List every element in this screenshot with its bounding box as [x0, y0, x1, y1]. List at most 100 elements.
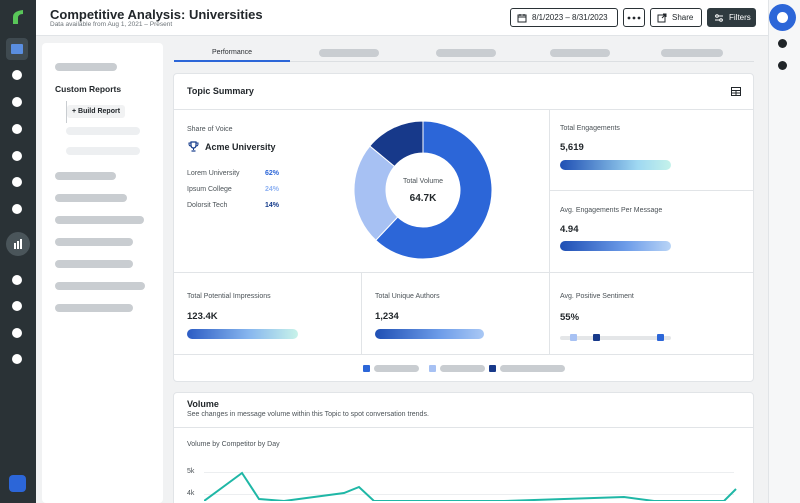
rail-dot[interactable] [778, 39, 787, 48]
gridline [204, 494, 734, 495]
sidebar-placeholder[interactable] [66, 147, 140, 155]
page-header: Competitive Analysis: Universities Data … [36, 0, 768, 36]
authors-bar [375, 329, 484, 339]
impressions-bar [187, 329, 298, 339]
nav-item[interactable] [12, 275, 22, 285]
nav-item[interactable] [12, 97, 22, 107]
tab-bar: Performance [174, 44, 754, 62]
left-nav-rail [0, 0, 36, 503]
volume-line-chart [204, 471, 737, 501]
sentiment-label: Avg. Positive Sentiment [560, 293, 634, 300]
divider [174, 354, 753, 355]
sidebar-placeholder[interactable] [55, 216, 144, 224]
more-icon [627, 16, 641, 19]
nav-item[interactable] [12, 177, 22, 187]
total-engagements-label: Total Engagements [560, 125, 620, 132]
sentiment-marker [657, 334, 664, 341]
tab-placeholder[interactable] [550, 49, 610, 57]
status-ring-icon[interactable] [769, 4, 796, 31]
sidebar-placeholder[interactable] [55, 260, 133, 268]
sentiment-value: 55% [560, 312, 580, 323]
rail-dot[interactable] [778, 61, 787, 70]
nav-item[interactable] [12, 151, 22, 161]
sidebar-placeholder[interactable] [55, 282, 145, 290]
volume-series-line [204, 471, 737, 501]
table-icon[interactable] [731, 87, 741, 96]
topic-summary-card: Topic Summary Share of Voice Acme Univer… [173, 73, 754, 382]
volume-chart-title: Volume by Competitor by Day [187, 441, 280, 448]
leader-name: Acme University [205, 142, 276, 152]
tab-placeholder[interactable] [319, 49, 379, 57]
legend-label [374, 365, 419, 372]
impressions-value: 123.4K [187, 311, 218, 322]
custom-reports-heading: Custom Reports [55, 84, 122, 94]
legend-label [440, 365, 485, 372]
legend-swatch [363, 365, 370, 372]
divider [549, 190, 753, 191]
nav-item[interactable] [12, 328, 22, 338]
legend-swatch [489, 365, 496, 372]
tab-placeholder[interactable] [436, 49, 496, 57]
share-button[interactable]: Share [650, 8, 702, 27]
filters-icon [715, 13, 723, 22]
divider [549, 109, 550, 354]
nav-item[interactable] [12, 124, 22, 134]
nav-bar-chart-icon[interactable] [6, 232, 30, 256]
competitor-pct: 62% [265, 170, 280, 177]
build-report-button[interactable]: + Build Report [67, 105, 126, 118]
share-of-voice-label: Share of Voice [187, 126, 233, 133]
nav-item[interactable] [12, 301, 22, 311]
donut-center-value: 64.7K [409, 193, 437, 204]
gridline [204, 472, 734, 473]
tree-connector [66, 101, 67, 123]
nav-item[interactable] [12, 204, 22, 214]
divider [174, 109, 753, 110]
page-subtitle: Data available from Aug 1, 2021 – Presen… [50, 21, 173, 28]
total-engagements-value: 5,619 [560, 142, 584, 153]
divider [174, 272, 753, 273]
more-button[interactable] [623, 8, 645, 27]
competitor-name: Ipsum College [187, 186, 232, 193]
nav-folder-icon[interactable] [6, 38, 28, 60]
volume-card: Volume See changes in message volume wit… [173, 392, 754, 503]
sidebar-placeholder[interactable] [55, 63, 117, 71]
sidebar-placeholder[interactable] [55, 194, 127, 202]
divider [361, 272, 362, 354]
page-title: Competitive Analysis: Universities [50, 7, 263, 22]
filters-label: Filters [729, 13, 751, 22]
donut-slice[interactable] [375, 121, 492, 259]
date-range-button[interactable]: 8/1/2023 – 8/31/2023 [510, 8, 618, 27]
tab-performance[interactable]: Performance [174, 44, 290, 62]
unique-authors-value: 1,234 [375, 311, 399, 322]
sentiment-track [560, 336, 671, 340]
donut-center-label: Total Volume [402, 178, 444, 185]
filters-button[interactable]: Filters [707, 8, 756, 27]
compose-button[interactable] [9, 475, 26, 492]
sidebar-placeholder[interactable] [55, 172, 116, 180]
right-rail [768, 0, 800, 503]
sidebar-placeholder[interactable] [55, 304, 133, 312]
legend-label [500, 365, 565, 372]
competitor-name: Dolorsit Tech [187, 202, 228, 209]
sidebar-placeholder[interactable] [55, 238, 133, 246]
nav-item[interactable] [12, 70, 22, 80]
impressions-label: Total Potential Impressions [187, 293, 271, 300]
nav-item[interactable] [12, 354, 22, 364]
competitor-pct: 24% [265, 186, 280, 193]
avg-engagements-value: 4.94 [560, 224, 579, 235]
card-title: Volume [187, 399, 219, 409]
avg-engagements-label: Avg. Engagements Per Message [560, 207, 663, 214]
y-tick-label: 5k [187, 468, 195, 475]
donut-slice[interactable] [369, 121, 424, 168]
engagements-bar [560, 160, 671, 170]
avg-engagements-bar [560, 241, 671, 251]
sidebar-placeholder[interactable] [66, 127, 140, 135]
volume-donut-chart [354, 121, 492, 259]
competitor-pct: 14% [265, 202, 280, 209]
divider [174, 427, 753, 428]
tab-placeholder[interactable] [661, 49, 723, 57]
sprout-logo-icon[interactable] [10, 8, 26, 26]
date-range-label: 8/1/2023 – 8/31/2023 [532, 13, 608, 22]
y-tick-label: 4k [187, 490, 195, 497]
sentiment-marker [593, 334, 600, 341]
